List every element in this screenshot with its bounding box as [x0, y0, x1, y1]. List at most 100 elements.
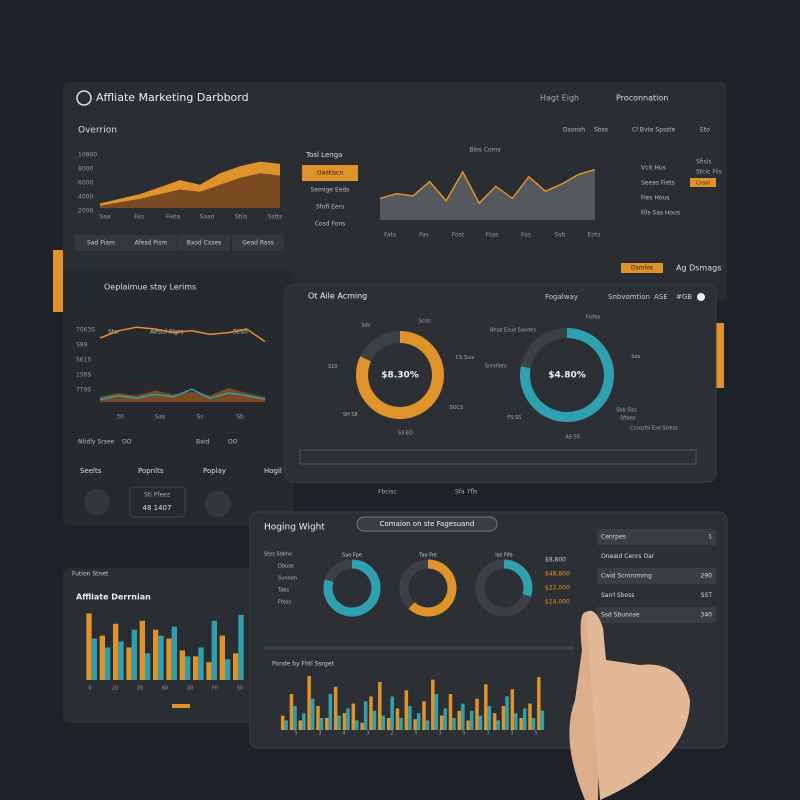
label: Seeas Fiets [641, 180, 675, 187]
label: Sas [155, 414, 166, 421]
label: 10800 [78, 152, 97, 159]
label: Fost [452, 232, 465, 239]
bar [310, 698, 315, 730]
bar [126, 647, 132, 680]
label: Ftas [486, 232, 499, 239]
pill [356, 516, 498, 532]
label: Dsonsh [563, 127, 585, 134]
bar [386, 718, 391, 730]
label: $48,800 [545, 571, 570, 578]
label: OO [122, 439, 132, 446]
panel-c [284, 284, 717, 483]
bar [193, 656, 199, 680]
stat-dot [84, 489, 110, 515]
label: Dbuse [278, 564, 294, 570]
label: 1S9S [76, 372, 91, 379]
label: Ias Fife [495, 553, 512, 559]
section-title: Affliate Derrnian [76, 593, 151, 602]
bar [372, 710, 377, 730]
list-item-active [302, 165, 358, 181]
stat-value: 48 1407 [143, 504, 172, 512]
label: Scsls [418, 318, 431, 324]
label: Sunnon [278, 576, 297, 582]
label: Sstts [268, 214, 283, 221]
label: Ssd Sbunnse [601, 612, 640, 619]
bar [158, 635, 164, 680]
tab-label: Dsmlos [631, 265, 653, 272]
label: Scrvfiets [485, 363, 507, 369]
label: Vcit Hus [641, 165, 666, 172]
bar [399, 718, 403, 730]
label: Proconnation [616, 94, 668, 103]
bar [363, 701, 368, 730]
bar [342, 713, 347, 730]
label: Hagt Eigh [540, 94, 579, 103]
label: FS SS [507, 415, 521, 421]
toggle[interactable] [697, 293, 705, 301]
bar [448, 694, 453, 730]
bar [360, 722, 364, 730]
bar [325, 718, 329, 730]
label: Seelts [80, 467, 102, 475]
table-row [597, 568, 716, 584]
accent [716, 323, 724, 388]
button[interactable] [690, 178, 716, 187]
label: Fution Stnet [72, 571, 109, 578]
bar [179, 650, 185, 680]
label: Ss [197, 414, 204, 421]
label: 20 [112, 686, 118, 692]
label: Bnsd Esud Sandes [490, 328, 536, 334]
label: Blos Coms [469, 147, 500, 154]
label: ASE [654, 293, 668, 301]
bar [487, 706, 492, 730]
bar [475, 698, 479, 730]
button-label: Cnsol [696, 181, 710, 187]
label: Sao Fpe [342, 553, 362, 559]
label: Baid [196, 439, 209, 446]
label: Sti Pfeez [144, 492, 170, 499]
bar [461, 703, 465, 730]
bar [113, 623, 119, 680]
donut-arc [323, 559, 381, 617]
button-label: Bxod Cxses [187, 240, 222, 247]
donut-arc [408, 559, 457, 617]
accent [53, 250, 65, 312]
label: Ftess [278, 600, 292, 606]
label: Sfa 7fls [455, 489, 477, 496]
title: Affliate Marketing Darbbord [96, 91, 249, 104]
bar [443, 708, 447, 730]
label: #GB [676, 293, 692, 301]
label: 30 [187, 686, 193, 692]
button[interactable] [178, 235, 230, 251]
label: Stiso [233, 329, 248, 336]
list-item: Oaatiscn [317, 170, 344, 177]
label: Fats [384, 232, 396, 239]
button[interactable] [75, 235, 127, 251]
bar [431, 679, 435, 730]
label: 3 [318, 731, 321, 737]
bar [171, 626, 177, 680]
label: $22,000 [545, 585, 570, 592]
bar [333, 686, 338, 730]
bar [302, 713, 306, 730]
label: Sds [361, 322, 370, 328]
button[interactable] [232, 235, 284, 251]
tab[interactable] [621, 263, 663, 273]
bar [514, 713, 518, 730]
bar [390, 696, 394, 730]
table-row [597, 607, 716, 623]
label: Fos [521, 232, 531, 239]
button[interactable] [125, 235, 177, 251]
label: 8000 [78, 166, 93, 173]
label: Fogalway [545, 293, 578, 301]
label: SOCS [449, 405, 463, 411]
label: S0 [237, 686, 243, 692]
label: Sbss [594, 127, 608, 134]
label: Sftees [620, 416, 636, 422]
label: Poplay [203, 467, 226, 475]
bar [198, 647, 204, 680]
bar [355, 720, 359, 730]
list-item: Sfofi Eers [316, 204, 344, 211]
label: Tabs [277, 588, 289, 594]
label: Saa [99, 214, 110, 221]
